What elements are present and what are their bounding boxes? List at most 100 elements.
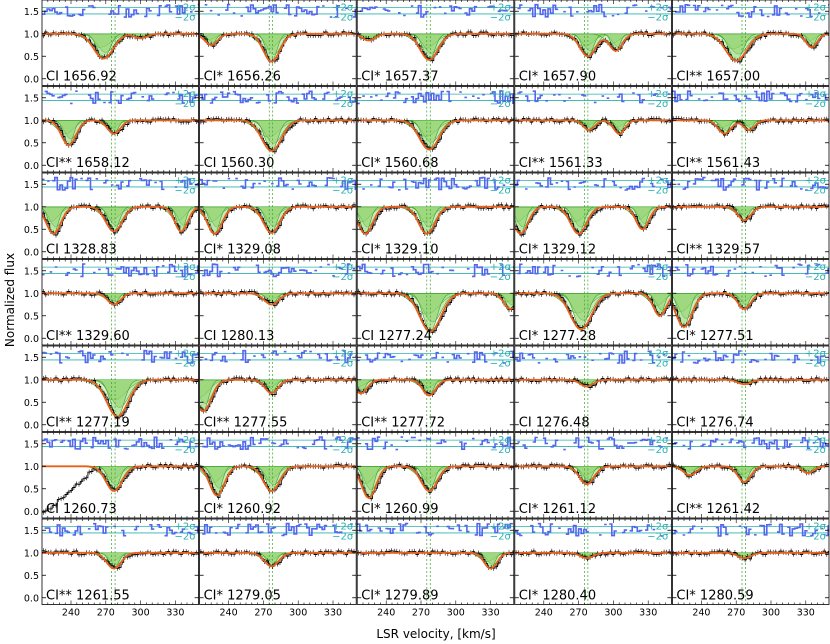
residuals — [199, 349, 357, 364]
panel-plot-area — [199, 432, 357, 518]
model-fit — [514, 205, 671, 235]
panel-frame — [41, 259, 200, 346]
model-fit — [672, 32, 829, 62]
model-fit — [357, 378, 514, 397]
panel-plot-area — [357, 346, 514, 432]
residuals — [517, 263, 672, 278]
sigma-minus-label: −2σ — [490, 99, 512, 110]
sigma-plus-label: +2σ — [805, 522, 827, 533]
sigma-plus-label: +2σ — [490, 435, 512, 446]
data-spectrum — [672, 550, 830, 561]
model-fit — [672, 465, 829, 483]
model-fit — [42, 465, 198, 492]
y-tick-label: 0.5 — [24, 484, 39, 495]
y-tick-label: 1.0 — [24, 202, 39, 213]
residuals — [514, 522, 672, 537]
panel-plot-area — [357, 86, 514, 172]
y-axis-label: Normalized flux — [3, 253, 17, 347]
y-tick-label: 1.0 — [24, 375, 39, 386]
panel-frame — [672, 172, 830, 259]
panel: +2σ−2σ CI** 1329.60 0.0 0.5 1.0 1.5 — [24, 259, 200, 346]
panel-frame — [672, 518, 830, 605]
panel-frame — [672, 0, 830, 86]
panel-frame — [41, 345, 200, 432]
panel-frame — [356, 172, 515, 259]
x-tick-label: 300 — [447, 608, 465, 619]
residuals — [359, 4, 513, 18]
panel-plot-area — [357, 259, 514, 345]
panel: +2σ−2σ CI* 1277.28 — [514, 259, 672, 346]
residuals — [199, 90, 357, 104]
residuals — [202, 436, 357, 450]
panel-label: CI* 1329.10 — [361, 243, 438, 258]
panel-plot-area — [514, 173, 672, 259]
y-tick-label: 0.5 — [24, 138, 39, 149]
panel-frame — [41, 432, 200, 519]
panel: +2σ−2σ CI** 1561.33 — [514, 86, 672, 173]
residuals — [514, 350, 671, 364]
panel-label: CI 1260.73 — [46, 502, 117, 517]
model-fit — [199, 205, 356, 235]
panel-label: CI** 1561.43 — [676, 156, 760, 171]
data-spectrum — [42, 377, 199, 419]
panel-frame — [514, 432, 672, 519]
residuals — [672, 90, 829, 103]
panel-label: CI** 1261.55 — [46, 589, 130, 604]
x-tick-label: 270 — [727, 608, 745, 619]
panel-label: CI* 1277.28 — [519, 329, 596, 344]
residuals — [42, 176, 199, 191]
sigma-minus-label: −2σ — [647, 359, 669, 370]
panel-label: CI* 1657.37 — [361, 70, 438, 85]
residuals — [42, 263, 199, 278]
residuals — [42, 3, 199, 18]
sigma-minus-label: −2σ — [805, 272, 827, 283]
panel: +2σ−2σ CI** 1277.55 — [199, 345, 357, 432]
sigma-minus-label: −2σ — [490, 13, 512, 24]
residuals — [672, 350, 826, 364]
panel: +2σ−2σ CI* 1656.26 — [199, 0, 357, 86]
sigma-minus-label: −2σ — [175, 445, 197, 456]
sigma-minus-label: −2σ — [175, 186, 197, 197]
panel-frame — [514, 86, 672, 173]
panel: +2σ−2σ CI* 1260.92 — [199, 432, 357, 519]
component-profile — [42, 206, 199, 232]
panel-frame — [672, 259, 830, 346]
panel-frame — [41, 518, 200, 605]
model-fit — [672, 119, 829, 135]
sigma-minus-label: −2σ — [490, 532, 512, 543]
sigma-plus-label: +2σ — [805, 3, 827, 14]
model-fit — [514, 465, 671, 486]
y-tick-label: 1.0 — [24, 116, 39, 127]
residuals — [42, 436, 198, 450]
sigma-minus-label: −2σ — [647, 532, 669, 543]
panel-label: CI* 1280.40 — [519, 589, 596, 604]
residuals — [357, 522, 513, 537]
panel-frame — [199, 518, 357, 605]
panel-frame — [514, 172, 672, 259]
sigma-plus-label: +2σ — [490, 89, 512, 100]
panel-plot-area — [357, 519, 514, 605]
sigma-plus-label: +2σ — [647, 89, 669, 100]
y-tick-label: 0.0 — [24, 247, 39, 258]
y-tick-label: 0.5 — [24, 225, 39, 236]
y-tick-label: 1.5 — [24, 526, 39, 537]
panel-plot-area — [672, 86, 830, 172]
x-tick-label: 270 — [254, 608, 272, 619]
y-tick-label: 1.5 — [24, 353, 39, 364]
model-fit — [42, 292, 198, 306]
y-tick-label: 0.0 — [24, 507, 39, 518]
panel: +2σ−2σ CI* 1329.08 — [199, 172, 357, 259]
residuals — [357, 350, 514, 364]
sigma-plus-label: +2σ — [175, 349, 197, 360]
model-fit — [672, 378, 829, 386]
panel: +2σ−2σ CI* 1657.90 — [514, 0, 672, 86]
panel-plot-area — [672, 173, 830, 259]
residuals — [672, 523, 830, 537]
panel: +2σ−2σ CI* 1279.05 240 270 300 330 — [199, 518, 357, 619]
residuals — [357, 263, 514, 278]
data-spectrum — [514, 31, 672, 59]
sigma-minus-label: −2σ — [175, 99, 197, 110]
sigma-plus-label: +2σ — [647, 435, 669, 446]
panel-label: CI* 1560.68 — [361, 156, 438, 171]
panel-label: CI 1656.92 — [46, 70, 117, 85]
